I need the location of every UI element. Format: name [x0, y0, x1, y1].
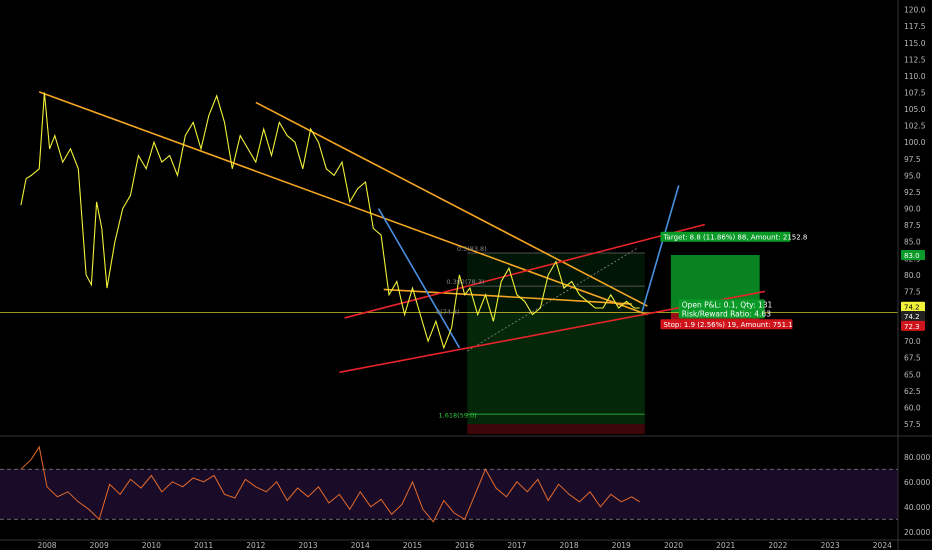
target-price-tag-box: [901, 249, 925, 260]
downtrend-line-lower: [38, 91, 648, 316]
price-line: [20, 92, 640, 350]
price-tick-label: 85.0: [904, 238, 921, 247]
open-pl-label: Open P&L: 0.1, Qty: 131: [682, 300, 773, 309]
price-tick-label: 105.0: [904, 105, 926, 114]
rsi-panel: [0, 445, 898, 523]
price-tick-label: 102.5: [904, 122, 926, 131]
price-tick-label: 95.0: [904, 171, 921, 180]
date-tick-label: 2018: [560, 541, 579, 550]
date-tick-label: 2015: [403, 541, 422, 550]
price-tick-label: 90.0: [904, 205, 921, 214]
rsi-tick-label: 80.000: [904, 453, 930, 462]
rsi-tick-label: 60.000: [904, 478, 930, 487]
fib-mid-label: 0.382(78.3): [446, 278, 484, 286]
stop-label-box: [660, 319, 793, 330]
price-tick-label: 67.5: [904, 354, 921, 363]
entry-price-tag-box: [901, 310, 925, 321]
rsi-band: [0, 469, 898, 520]
date-tick-label: 2012: [246, 541, 265, 550]
stop-price-tag-box: [901, 320, 925, 331]
fib-top-label: 0.5(83.8): [457, 245, 487, 253]
date-tick-label: 2010: [142, 541, 161, 550]
price-tick-label: 80.0: [904, 271, 921, 280]
current-price-tag-box: [901, 301, 925, 312]
price-tick-label: 77.5: [904, 287, 921, 296]
price-tick-label: 110.0: [904, 72, 926, 81]
target-price-tag: 83.0: [904, 252, 920, 260]
date-tick-label: 2008: [37, 541, 56, 550]
rsi-tick-label: 20.000: [904, 528, 930, 537]
stop-label: Stop: 1.9 (2.56%) 19, Amount: 751.1: [663, 321, 792, 329]
date-tick-label: 2019: [612, 541, 631, 550]
target-label: Target: 8.8 (11.86%) 88, Amount: 2152.8: [662, 234, 807, 242]
support-line-orange: [383, 288, 632, 305]
wave-line-down: [377, 208, 461, 349]
date-tick-label: 2021: [716, 541, 735, 550]
price-tick-label: 62.5: [904, 387, 921, 396]
price-tick-label: 97.5: [904, 155, 921, 164]
entry-price-tag: 74.2: [904, 313, 920, 321]
date-tick-label: 2020: [664, 541, 683, 550]
fib-diagonal: [467, 248, 638, 352]
annotation-labels: Target: 8.8 (11.86%) 88, Amount: 2152.8 O…: [436, 231, 925, 419]
price-tick-label: 100.0: [904, 138, 926, 147]
date-tick-label: 2017: [507, 541, 526, 550]
price-tick-label: 117.5: [904, 22, 926, 31]
date-tick-label: 2024: [873, 541, 892, 550]
price-tick-label: 70.0: [904, 337, 921, 346]
date-tick-label: 2009: [90, 541, 109, 550]
profit-zone: [467, 313, 645, 425]
target-label-box: [660, 231, 791, 242]
current-price-tag: 74.2: [904, 304, 920, 312]
date-tick-label: 2016: [455, 541, 474, 550]
price-tick-label: 60.0: [904, 403, 921, 412]
price-tick-label: 92.5: [904, 188, 921, 197]
price-tick-label: 65.0: [904, 370, 921, 379]
price-tick-label: 112.5: [904, 55, 926, 64]
risk-reward-label: Risk/Reward Ratio: 4.63: [682, 309, 771, 318]
price-tick-label: 57.5: [904, 420, 921, 429]
price-series: [20, 92, 640, 350]
channel-line-upper: [344, 223, 706, 319]
rsi-line: [20, 445, 640, 523]
position-info-box: [678, 299, 765, 319]
price-tick-label: 87.5: [904, 221, 921, 230]
date-tick-label: 2013: [298, 541, 317, 550]
wave-line-up: [641, 185, 680, 312]
date-tick-label: 2014: [351, 541, 370, 550]
price-tick-label: 115.0: [904, 39, 926, 48]
rsi-tick-label: 40.000: [904, 503, 930, 512]
date-tick-label: 2011: [194, 541, 213, 550]
price-tick-label: 107.5: [904, 89, 926, 98]
date-tick-label: 2023: [821, 541, 840, 550]
date-tick-label: 2022: [768, 541, 787, 550]
price-tick-label: 120.0: [904, 6, 926, 15]
stop-zone: [467, 424, 645, 434]
stop-price-tag: 72.3: [904, 323, 920, 331]
fib-low-label: 0(74.3): [436, 308, 460, 316]
fib-1618-label: 1.618(59.0): [439, 411, 477, 419]
downtrend-line-upper: [255, 101, 648, 307]
